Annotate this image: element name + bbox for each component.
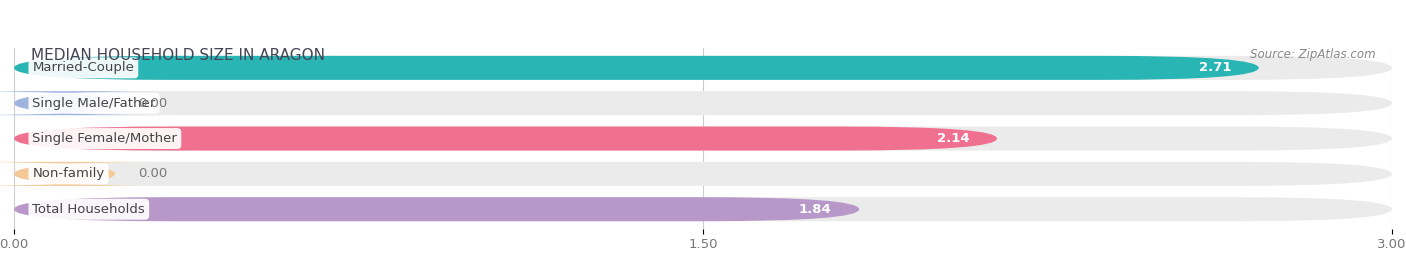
FancyBboxPatch shape [14, 126, 997, 151]
Text: Total Households: Total Households [32, 203, 145, 216]
Text: Non-family: Non-family [32, 167, 104, 180]
FancyBboxPatch shape [14, 162, 1392, 186]
Text: 1.84: 1.84 [799, 203, 831, 216]
Text: 0.00: 0.00 [138, 97, 167, 110]
FancyBboxPatch shape [14, 197, 859, 221]
Text: Source: ZipAtlas.com: Source: ZipAtlas.com [1250, 48, 1375, 61]
Text: Married-Couple: Married-Couple [32, 61, 135, 74]
Text: 0.00: 0.00 [138, 167, 167, 180]
Text: MEDIAN HOUSEHOLD SIZE IN ARAGON: MEDIAN HOUSEHOLD SIZE IN ARAGON [31, 48, 325, 63]
FancyBboxPatch shape [0, 91, 170, 115]
FancyBboxPatch shape [14, 126, 1392, 151]
Text: 2.14: 2.14 [936, 132, 969, 145]
FancyBboxPatch shape [14, 91, 1392, 115]
FancyBboxPatch shape [14, 197, 1392, 221]
FancyBboxPatch shape [14, 56, 1392, 80]
Text: Single Female/Mother: Single Female/Mother [32, 132, 177, 145]
Text: Single Male/Father: Single Male/Father [32, 97, 156, 110]
Text: 2.71: 2.71 [1199, 61, 1232, 74]
FancyBboxPatch shape [14, 56, 1258, 80]
FancyBboxPatch shape [0, 162, 170, 186]
